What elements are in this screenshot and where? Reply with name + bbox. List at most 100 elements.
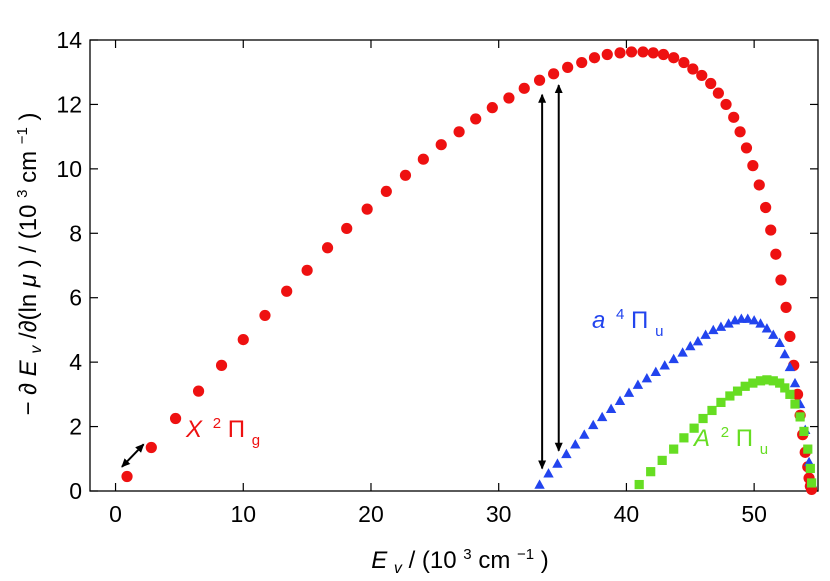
data-point: [748, 378, 758, 388]
data-point: [518, 82, 530, 94]
y-tick-label: 10: [56, 156, 82, 182]
data-point: [435, 139, 447, 151]
data-point: [659, 360, 670, 370]
data-point: [780, 301, 792, 313]
series-label-x2pig: X 2 Π g: [185, 407, 260, 449]
data-point: [668, 353, 679, 364]
data-point: [668, 52, 680, 64]
data-point: [453, 126, 465, 138]
data-point: [707, 405, 717, 416]
data-point: [588, 419, 599, 430]
data-point: [503, 92, 515, 104]
data-point: [742, 313, 753, 323]
data-point: [734, 126, 746, 138]
data-point: [614, 47, 626, 59]
data-point: [696, 69, 708, 82]
data-point: [534, 479, 545, 489]
data-point: [588, 52, 601, 64]
data-point: [795, 412, 805, 422]
data-point: [705, 77, 717, 90]
data-point: [700, 329, 711, 339]
data-point: [765, 224, 777, 236]
data-point: [561, 448, 572, 459]
series-0: [121, 46, 818, 495]
data-point: [632, 379, 644, 389]
data-point: [650, 366, 661, 376]
data-point: [689, 423, 699, 433]
data-point: [657, 48, 670, 61]
data-point: [679, 433, 689, 443]
data-point: [215, 359, 228, 371]
data-point: [657, 455, 667, 465]
data-point: [685, 340, 696, 351]
data-point: [761, 323, 773, 333]
data-point: [728, 111, 740, 123]
data-point: [646, 467, 656, 477]
data-point: [601, 48, 613, 61]
data-point: [748, 315, 760, 325]
data-point: [755, 376, 766, 386]
data-point: [732, 386, 743, 396]
data-point: [169, 412, 182, 425]
data-point: [799, 426, 809, 437]
data-point: [807, 478, 817, 488]
x-tick-label: 0: [109, 501, 122, 527]
data-point: [470, 113, 482, 125]
y-axis-ticks: 0 2 4 6 8 10 12 14: [56, 27, 818, 504]
data-point: [762, 375, 772, 385]
series-label-a2piu: A 2 Π u: [692, 416, 768, 458]
data-point: [321, 242, 334, 254]
data-point: [399, 169, 412, 181]
data-point: [740, 142, 753, 154]
data-point: [552, 458, 563, 468]
data-point: [614, 395, 626, 405]
data-point: [301, 264, 313, 276]
data-point: [605, 403, 617, 414]
data-point: [698, 413, 708, 424]
data-point: [259, 309, 271, 322]
series-1: [534, 313, 817, 489]
data-point: [543, 468, 554, 478]
data-point: [755, 318, 766, 328]
data-point: [708, 324, 719, 335]
data-point: [548, 68, 560, 80]
y-tick-label: 2: [69, 414, 82, 440]
data-point: [805, 463, 815, 474]
y-tick-label: 0: [69, 478, 82, 504]
data-point: [784, 361, 796, 372]
data-point: [570, 439, 581, 449]
data-point: [647, 47, 659, 59]
plot-frame: [89, 39, 819, 492]
data-point: [753, 179, 765, 191]
data-point: [723, 318, 734, 328]
data-point: [625, 46, 638, 58]
data-point: [803, 444, 813, 454]
data-point: [192, 385, 205, 397]
annotation-layer: [121, 84, 563, 470]
data-point: [774, 337, 785, 347]
data-point: [634, 479, 644, 490]
data-point: [780, 383, 790, 393]
data-point: [281, 285, 293, 297]
series-2: [634, 375, 817, 490]
series-label-a4piu: a 4 Π u: [592, 298, 663, 340]
data-point: [770, 248, 782, 260]
data-point: [712, 87, 724, 99]
data-point: [533, 74, 546, 86]
data-point: [623, 387, 635, 397]
data-point: [768, 376, 778, 386]
x-tick-label: 30: [486, 501, 512, 527]
y-tick-label: 12: [56, 91, 82, 117]
data-point: [775, 274, 787, 286]
data-point: [677, 347, 688, 357]
x-tick-label: 20: [358, 501, 384, 527]
data-point: [790, 399, 800, 409]
data-point: [341, 222, 353, 235]
data-point: [380, 185, 392, 198]
data-point: [486, 102, 498, 114]
data-point: [716, 397, 726, 408]
x-tick-label: 10: [230, 501, 256, 527]
data-point: [145, 441, 157, 454]
data-point: [768, 329, 779, 339]
